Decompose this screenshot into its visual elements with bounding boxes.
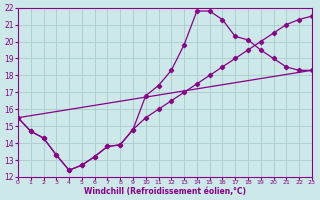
X-axis label: Windchill (Refroidissement éolien,°C): Windchill (Refroidissement éolien,°C): [84, 187, 246, 196]
